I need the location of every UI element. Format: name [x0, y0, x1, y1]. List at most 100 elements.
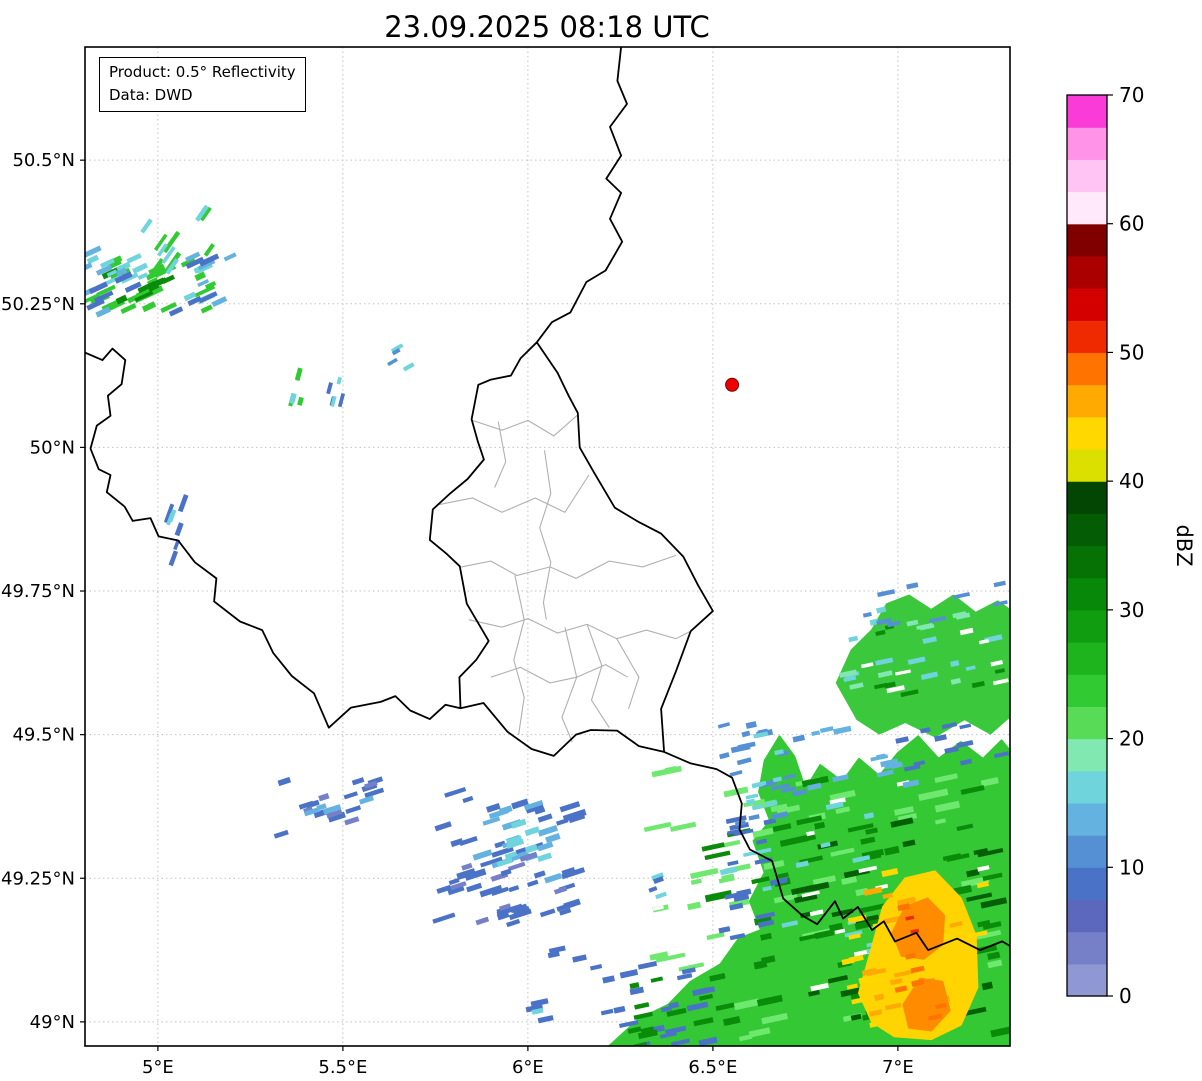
storm-topedge-lightblue [807, 725, 920, 791]
south-chevrons-lightblue [303, 795, 374, 817]
colorbar-label: dBZ [1172, 524, 1196, 566]
colorbar-band [1067, 384, 1107, 418]
storm-topright-blue [895, 722, 1009, 772]
admin-border [561, 627, 578, 743]
storm-bottomleft-dark [627, 976, 735, 1046]
speck-2-cyan [330, 376, 342, 407]
admin-border [472, 413, 579, 437]
location-marker [725, 377, 740, 392]
colorbar-band [1067, 642, 1107, 675]
west-dash-cyan [166, 509, 177, 526]
y-tick-label: 49.75°N [1, 581, 75, 602]
admin-border [494, 421, 507, 488]
admin-border [513, 575, 525, 735]
colorbar-band [1067, 448, 1107, 482]
colorbar-tick-label: 70 [1119, 83, 1144, 107]
colorbar-band [1067, 545, 1107, 579]
colorbar-band [1067, 963, 1107, 997]
colorbar-band [1067, 867, 1107, 901]
west-dash-blue [163, 494, 189, 567]
colorbar-band [1067, 674, 1107, 707]
tongue-cyan [843, 606, 1003, 683]
speck-1-cyan [288, 393, 297, 404]
country-border [536, 47, 628, 343]
colorbar-tick-label: 30 [1119, 598, 1144, 622]
map-frame [84, 46, 1011, 1047]
admin-border [539, 450, 552, 620]
x-tick-label: 7°E [882, 1057, 914, 1078]
colorbar-band [1067, 899, 1107, 933]
colorbar-band [1067, 835, 1107, 868]
colorbar-band [1067, 802, 1107, 836]
product-line: Product: 0.5° Reflectivity [109, 63, 296, 81]
south-blob-blue [432, 786, 587, 924]
admin-border [490, 663, 629, 684]
south-dashes-blue [547, 945, 603, 971]
y-tick-label: 49.5°N [12, 725, 75, 746]
speck-3-cyan [390, 343, 415, 372]
colorbar-band [1067, 513, 1107, 547]
country-border [428, 341, 714, 757]
product-info-box: Product: 0.5° Reflectivity Data: DWD [99, 57, 306, 112]
colorbar-band [1067, 770, 1107, 804]
country-border [663, 751, 1010, 951]
colorbar-band [1067, 481, 1107, 514]
colorbar-band [1067, 288, 1107, 321]
colorbar-band [1067, 416, 1107, 450]
colorbar-tick-label: 20 [1119, 727, 1144, 751]
speck-4-cyan [651, 872, 667, 900]
speck-3-blue [387, 348, 401, 367]
admin-border [437, 474, 590, 514]
admin-border [616, 638, 640, 709]
colorbar-band [1067, 223, 1107, 257]
south-blob-cyan [496, 818, 553, 868]
storm-orange-texture [894, 903, 947, 1021]
colorbar-tick-label: 0 [1119, 984, 1132, 1008]
country-border [85, 347, 461, 729]
y-tick-label: 49°N [30, 1012, 75, 1033]
x-tick-label: 6°E [512, 1057, 544, 1078]
colorbar-tick-label: 40 [1119, 469, 1144, 493]
y-tick-label: 50.25°N [1, 294, 75, 315]
colorbar-band [1067, 577, 1107, 611]
colorbar-band [1067, 706, 1107, 740]
colorbar-band [1067, 127, 1107, 160]
colorbar-tick-label: 10 [1119, 855, 1144, 879]
tongue-lightgreen [839, 611, 971, 690]
radar-echoes [85, 204, 1010, 1046]
south-dashes2-blue [525, 998, 554, 1024]
plot-title: 23.09.2025 08:18 UTC [384, 10, 710, 44]
admin-border [468, 618, 691, 640]
south-blob-tail [491, 868, 546, 928]
x-tick-label: 5.5°E [318, 1057, 367, 1078]
admin-border [586, 624, 610, 728]
colorbar-frame [1066, 94, 1108, 997]
colorbar: 0 10 20 30 40 50 60 70 dBZ [1066, 83, 1196, 1008]
colorbar-band [1067, 255, 1107, 289]
data-source-line: Data: DWD [109, 85, 193, 104]
y-tick-label: 49.25°N [1, 868, 75, 889]
colorbar-band [1067, 95, 1107, 128]
colorbar-band [1067, 738, 1107, 772]
x-tick-label: 6.5°E [688, 1057, 737, 1078]
admin-border [461, 554, 677, 580]
tongue-darkgreen [874, 624, 1005, 698]
colorbar-band [1067, 931, 1107, 965]
tongue-top-blue [862, 580, 1008, 628]
tongue-white-gaps [860, 627, 1009, 694]
finger-outliers-blue [717, 722, 752, 777]
colorbar-tick-label: 60 [1119, 212, 1144, 236]
nw-cluster-blue [86, 253, 220, 317]
colorbar-band [1067, 609, 1107, 643]
x-tick-label: 5°E [142, 1057, 174, 1078]
nw-upper-cyan [140, 204, 209, 275]
y-tick-label: 50°N [30, 437, 75, 458]
y-tick-label: 50.5°N [12, 150, 75, 171]
south-dashes2-cyan [531, 1007, 544, 1015]
colorbar-band [1067, 352, 1107, 386]
colorbar-band [1067, 191, 1107, 225]
colorbar-tick-label: 50 [1119, 340, 1144, 364]
speck-4-blue [648, 876, 664, 893]
